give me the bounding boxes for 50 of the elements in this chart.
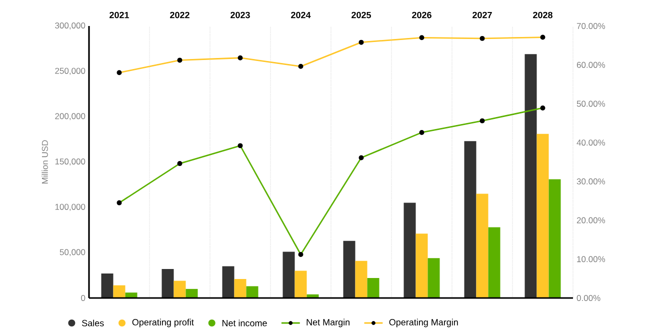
y2-tick-label: 40.00% xyxy=(576,140,606,146)
bar xyxy=(488,227,500,298)
x-tick-label: 2027 xyxy=(472,12,492,18)
bar xyxy=(101,274,114,298)
y-tick-label: 250,000 xyxy=(55,68,86,75)
y-tick-label: 100,000 xyxy=(55,204,86,211)
bar xyxy=(294,270,307,298)
y-axis-title: Million USD xyxy=(42,140,48,184)
x-tick-label: 2026 xyxy=(412,12,432,18)
x-tick-label: 2024 xyxy=(291,12,311,18)
x-tick-label: 2025 xyxy=(352,12,371,18)
bar xyxy=(428,258,440,298)
y-tick-label: 300,000 xyxy=(55,22,86,30)
x-tick-label: 2022 xyxy=(170,12,190,18)
bar xyxy=(548,179,561,298)
bar xyxy=(162,268,174,298)
bar xyxy=(234,278,246,298)
y-tick-label: 150,000 xyxy=(55,158,86,166)
bar xyxy=(343,240,356,298)
bar xyxy=(355,260,368,298)
y2-tick-label: 30.00% xyxy=(576,178,606,184)
bar xyxy=(174,280,186,298)
legend-label: Net income xyxy=(222,320,267,326)
legend-label: Operating profit xyxy=(132,318,194,328)
y-tick-label: 200,000 xyxy=(55,113,86,120)
bar xyxy=(536,134,549,298)
bar xyxy=(476,194,488,298)
bar xyxy=(416,234,428,298)
y2-tick-label: 50.00% xyxy=(576,100,606,107)
bar xyxy=(282,252,295,298)
legend-label: Operating Margin xyxy=(389,318,458,328)
bar xyxy=(222,266,234,298)
x-tick-label: 2021 xyxy=(110,12,129,18)
bar xyxy=(367,278,380,298)
legend-label: Net Margin xyxy=(306,318,350,328)
y2-tick-label: 0.00% xyxy=(576,294,600,302)
y2-tick-label: 70.00% xyxy=(576,22,606,30)
bar xyxy=(246,286,258,298)
bar xyxy=(464,141,476,298)
y-tick-label: 50,000 xyxy=(60,249,86,256)
bar xyxy=(524,54,537,298)
y2-tick-label: 20.00% xyxy=(576,217,606,224)
bar xyxy=(404,202,416,298)
x-tick-label: 2023 xyxy=(230,12,250,18)
legend-label: Sales xyxy=(82,320,104,326)
y2-tick-label: 10.00% xyxy=(577,256,606,262)
bar xyxy=(113,285,126,298)
x-tick-label: 2028 xyxy=(533,12,552,18)
y2-tick-label: 60.00% xyxy=(576,62,606,68)
y-tick-label: 0 xyxy=(81,294,86,302)
